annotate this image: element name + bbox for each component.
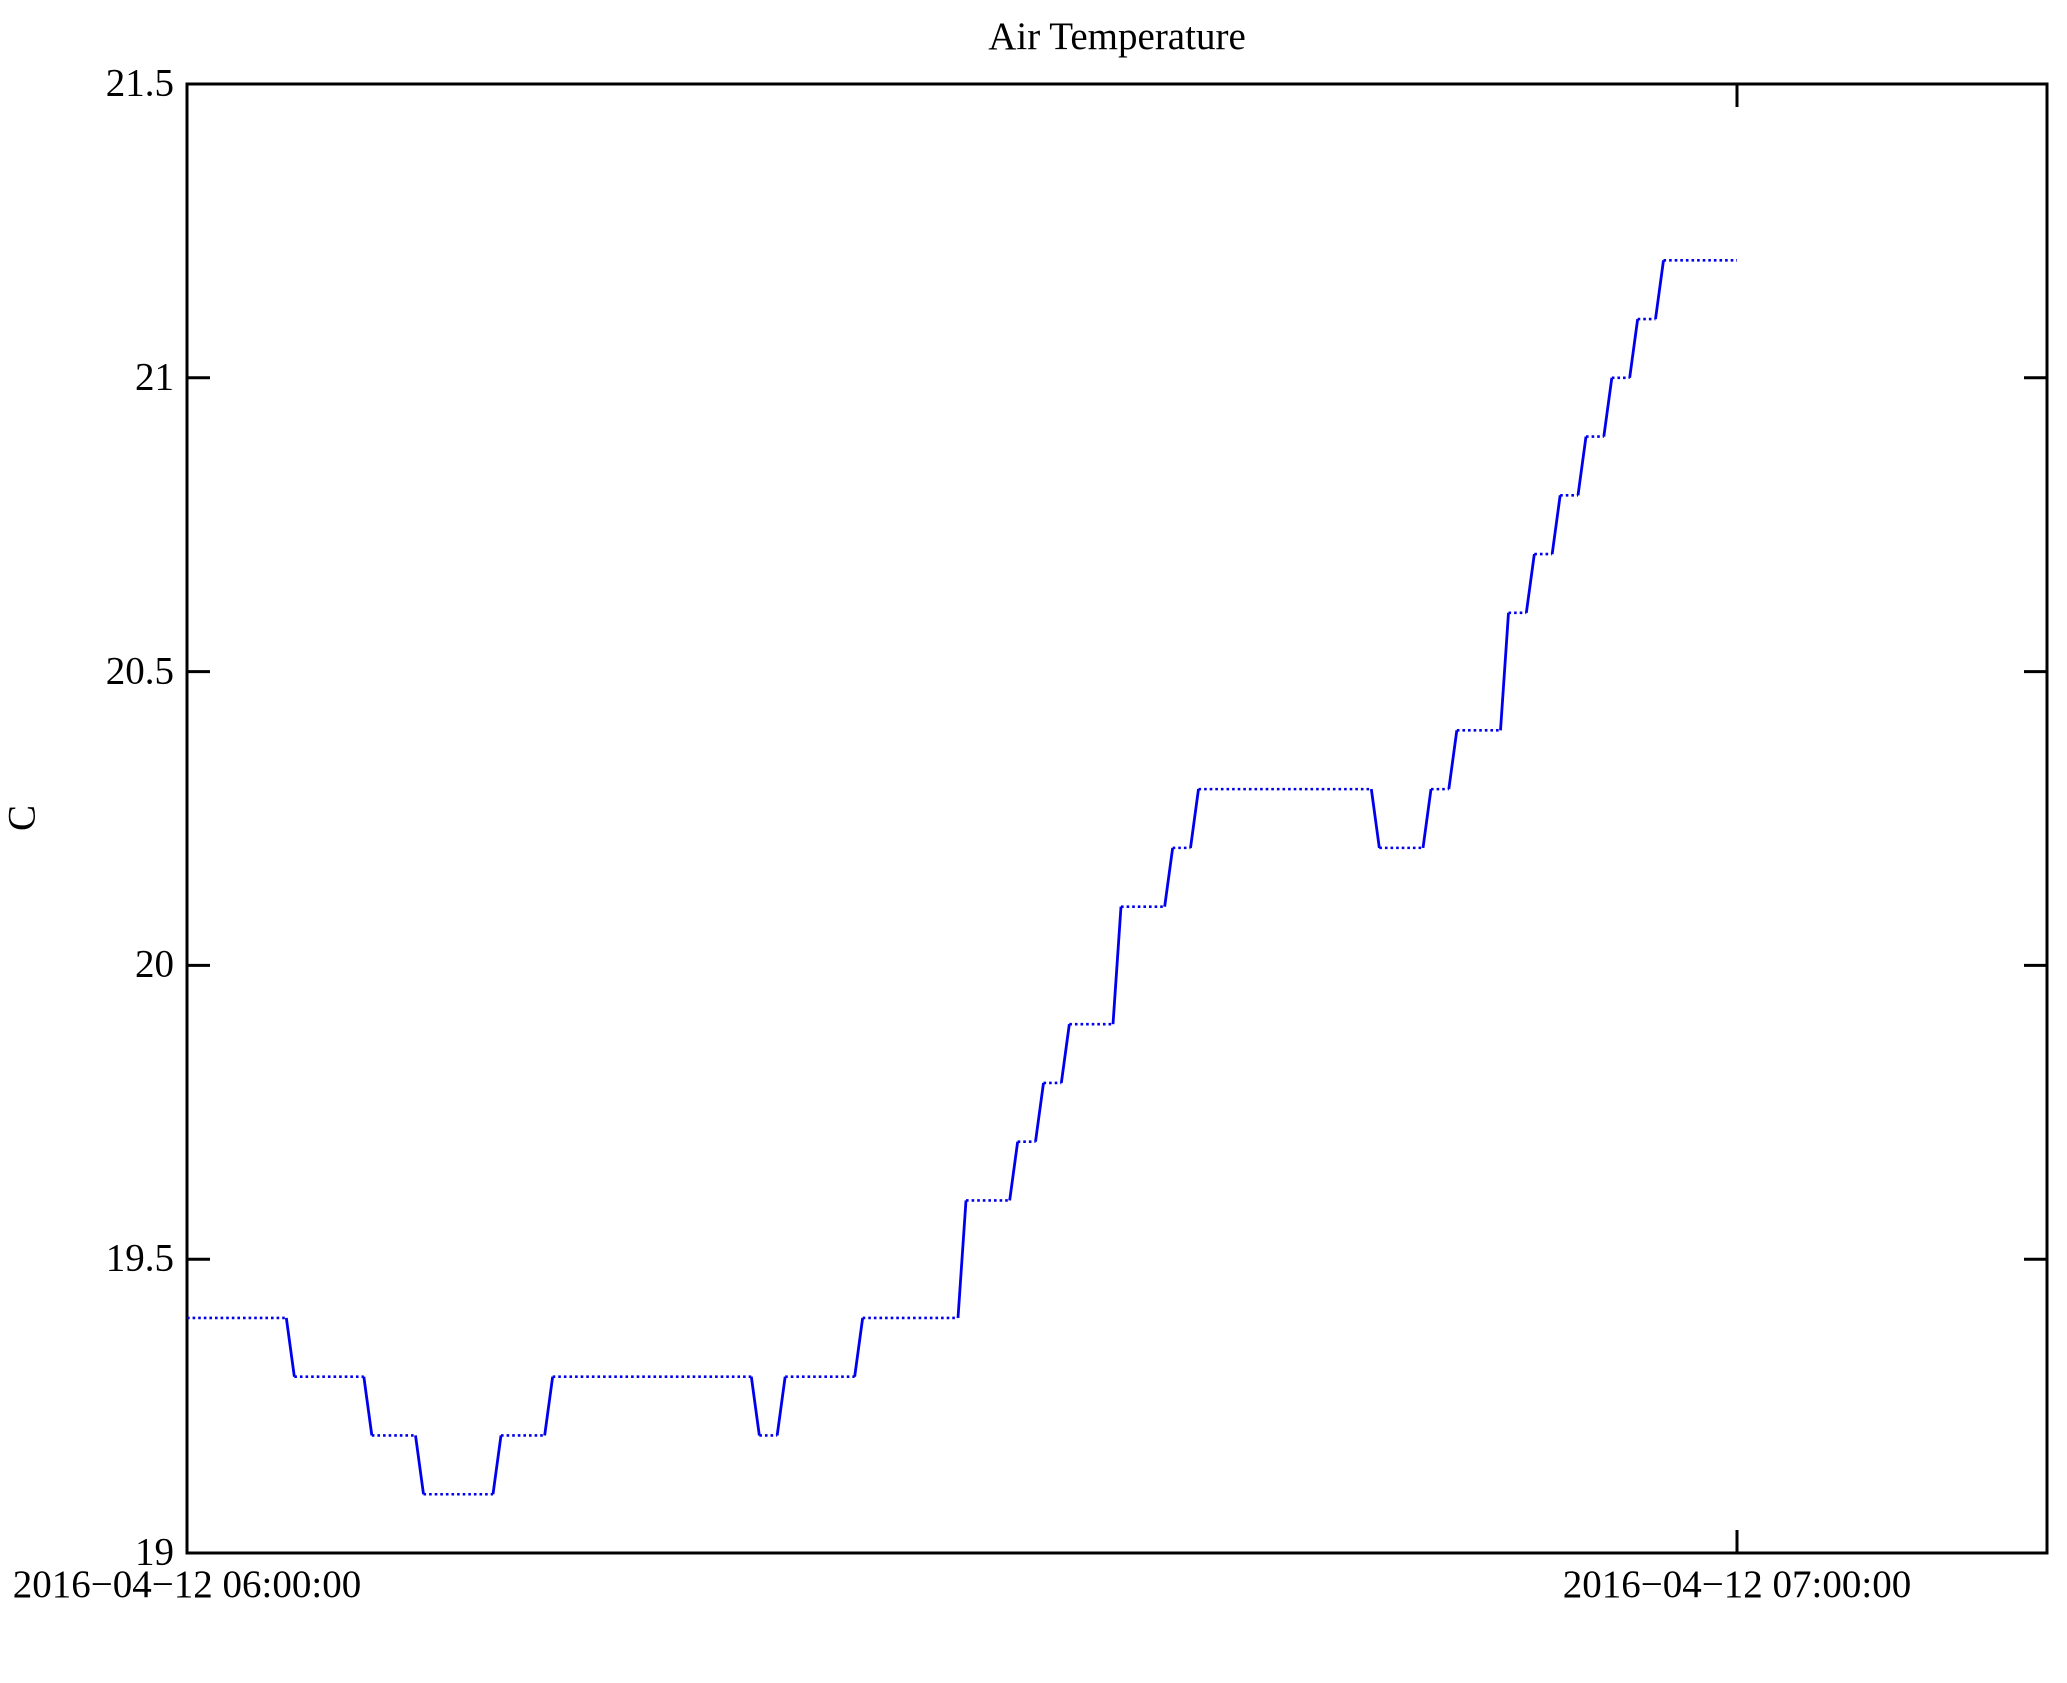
chart-title: Air Temperature (988, 15, 1246, 58)
temperature-riser-segment (1550, 495, 1562, 555)
y-axis-label: C (0, 804, 44, 832)
temperature-riser-segment (1447, 730, 1459, 790)
y-tick-label-19: 19 (135, 1530, 174, 1574)
temperature-riser-segment (1111, 906, 1123, 1025)
temperature-riser-segment (1524, 553, 1536, 614)
temperature-riser-segment (1034, 1082, 1045, 1142)
temperature-riser-segment (1654, 260, 1665, 320)
y-tick-label-20: 20 (135, 942, 174, 986)
temperature-riser-segment (1189, 788, 1200, 849)
temperature-riser-segment (543, 1376, 555, 1436)
temperature-riser-segment (1059, 1023, 1071, 1084)
temperature-riser-segment (956, 1200, 968, 1319)
temperature-riser-segment (853, 1317, 865, 1377)
temperature-riser-segment (1628, 318, 1640, 378)
y-tick-label-19-5: 19.5 (105, 1236, 174, 1280)
temperature-riser-segment (1576, 436, 1588, 496)
temperature-riser-segment (1499, 612, 1510, 731)
y-tick-label-20-5: 20.5 (105, 649, 174, 693)
temperature-riser-segment (491, 1435, 503, 1495)
y-tick-label-21-5: 21.5 (105, 61, 174, 105)
y-tick-label-21: 21 (135, 355, 174, 399)
temperature-riser-segment (1369, 788, 1381, 849)
temperature-riser-segment (362, 1376, 374, 1436)
x-tick-label-0600: 2016−04−12 06:00:00 (12, 1563, 362, 1606)
x-tick-label-0700: 2016−04−12 07:00:00 (1562, 1563, 1912, 1606)
temperature-riser-segment (1163, 847, 1175, 907)
temperature-riser-segment (1008, 1141, 1020, 1201)
temperature-riser-segment (1421, 788, 1433, 849)
temperature-riser-segment (775, 1376, 787, 1436)
plot-frame (185, 82, 2049, 1555)
temperature-riser-segment (1602, 377, 1614, 437)
temperature-riser-segment (749, 1376, 761, 1436)
temperature-riser-segment (284, 1317, 296, 1377)
temperature-riser-segment (414, 1435, 425, 1495)
